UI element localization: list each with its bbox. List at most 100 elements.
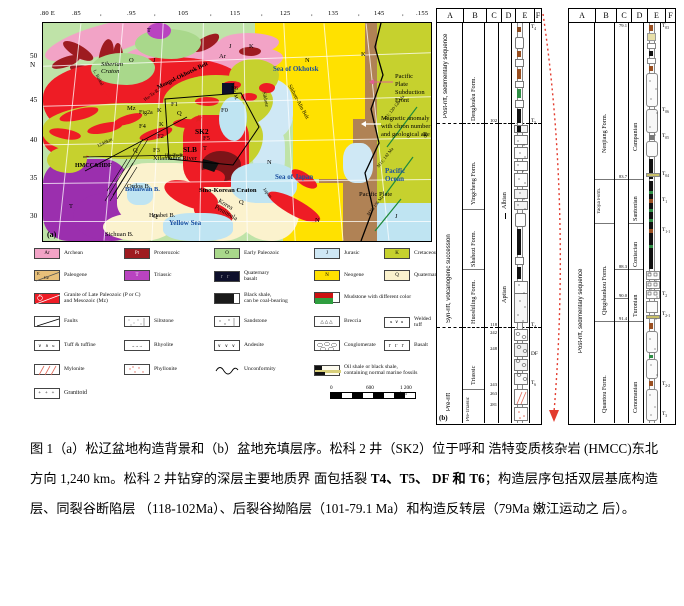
lith-bed-mylonite <box>514 389 528 405</box>
legend-item-quaternary[interactable]: Q Quaternary <box>384 270 439 281</box>
strat-mid-b-denglouku: Denglouku Form. <box>469 77 477 121</box>
legend-item-welded-tuff[interactable]: u ∨ u Welded tuff <box>384 316 434 329</box>
lith-bed <box>649 323 653 329</box>
map-jurassic-blue-3 <box>343 143 373 183</box>
map-unit-k: K <box>249 43 254 50</box>
legend-label: Oil shale or black shale, containing nor… <box>344 364 418 377</box>
figure-1: .80 E .85 , .95 , 105 , 115 , 125 , 135 … <box>30 8 676 425</box>
legend-label: Basalt <box>414 342 428 349</box>
legend-item-neogene[interactable]: N Neogene <box>314 270 364 281</box>
strat-mid-col-c: 102 118 242 248 243 263 281 <box>485 23 499 423</box>
legend-item-basalt[interactable]: Γ Γ Γ Basalt <box>384 340 428 351</box>
legend-item-proterozoic[interactable]: Pt Proterozoic <box>124 248 180 259</box>
lith-bed <box>515 81 524 88</box>
strat-mid-header-c: C <box>487 9 502 22</box>
legend-item-oil-shale[interactable]: Oil shale or black shale, containing nor… <box>314 364 417 377</box>
legend-item-breccia[interactable]: △△△ Breccia <box>314 316 361 327</box>
legend-swatch-early-paleozoic: O <box>214 248 240 259</box>
strat-mid-a-synrift: Syn-rift, volcanogenic succession <box>445 234 452 323</box>
legend-item-siltstone[interactable]: Siltstone <box>124 316 174 327</box>
legend-item-phyllonite[interactable]: Phyllonite <box>124 364 177 375</box>
legend-item-triassic[interactable]: T Triassic <box>124 270 172 281</box>
lith-bed <box>515 37 524 49</box>
legend-label: Paleogene <box>64 272 87 279</box>
lith-bed <box>649 219 653 222</box>
map-label-slb: SLB <box>183 145 197 154</box>
legend-swatch-granitoid: + + + <box>34 388 60 399</box>
legend-item-unconformity[interactable]: Unconformity <box>214 364 276 375</box>
strat-mid-header-b: B <box>464 9 487 22</box>
strat-right-tmark: T06 <box>662 107 669 115</box>
legend-item-mudstone[interactable]: Mudstone with different color <box>314 292 411 304</box>
strat-mid-b-pre-triassic: Pre-Triassic <box>465 397 471 421</box>
strat-mid-b-shahezi: Shahezi Form. <box>469 230 477 267</box>
legend-label: Siltstone <box>154 318 174 325</box>
map-panel-a: .80 E .85 , .95 , 105 , 115 , 125 , 135 … <box>30 8 432 242</box>
map-unit-k4: K <box>361 51 366 58</box>
strat-right-b-yaojia: Yaojia Form. <box>596 187 602 215</box>
legend-label: Faults <box>64 318 78 325</box>
map-bohaiwan <box>127 183 153 205</box>
strat-right-tmark: T2-1 <box>662 311 671 319</box>
legend-item-jurasic[interactable]: J Jurasic <box>314 248 360 259</box>
legend-item-conglomerate[interactable]: Conglomerate <box>314 340 376 352</box>
legend-item-rhyolite[interactable]: →→→ Rhyolite <box>124 340 173 351</box>
legend-label: Rhyolite <box>154 342 174 349</box>
legend: Ar Archean Pt Proterozoic O Early Paleoz… <box>34 248 439 423</box>
legend-swatch-neogene: N <box>314 270 340 281</box>
legend-item-cretaceous[interactable]: K Cretaceous <box>384 248 439 259</box>
legend-item-andesite[interactable]: ∨ ∨ ∨ Andesite <box>214 340 264 351</box>
legend-label: Early Paleozoic <box>244 250 280 257</box>
legend-swatch-andesite: ∨ ∨ ∨ <box>214 340 240 351</box>
strat-right-age: 83.7 <box>618 174 627 179</box>
legend-row: Mylonite Phyllonite Unconformity Oil s <box>34 364 434 386</box>
legend-item-mylonite[interactable]: Mylonite <box>34 364 85 376</box>
map-lon-label: , <box>100 10 102 17</box>
legend-swatch-phyllonite <box>124 364 150 375</box>
strat-right-col-d: Campanian Santonian Coniacian Turonian C… <box>629 23 644 423</box>
map-lon-label: , <box>261 10 263 17</box>
map-label-sea-of-okhotsk: Sea of Okhotsk <box>273 65 319 73</box>
strat-column-middle[interactable]: A B C D E F Post-rift, sedimentary seque… <box>436 8 542 425</box>
legend-item-faults[interactable]: Faults <box>34 316 78 327</box>
strat-right-body: Post-rift, sedimentary sequence Nenjiang… <box>569 23 675 423</box>
map-lat-label: 35 <box>30 174 38 182</box>
map-unit-t2: T <box>69 203 73 210</box>
lith-bed <box>646 290 660 299</box>
map-label-hu-ta-r: Hu-Ta-R. <box>165 154 184 159</box>
legend-item-early-paleozoic[interactable]: O Early Paleozoic <box>214 248 279 259</box>
map-unit-r: R <box>423 131 428 138</box>
legend-item-black-shale[interactable]: Black shale, can be coal-bearing <box>214 292 288 305</box>
strat-right-d-santonian: Santonian <box>632 196 639 221</box>
map-unit-q2: Q <box>153 213 158 220</box>
lith-bed <box>514 343 528 357</box>
map-lon-label: , <box>154 10 156 17</box>
strat-mid-panel-label: (b) <box>439 414 448 422</box>
strat-column-right[interactable]: A B C D E F Post-rift, sedimentary seque… <box>568 8 676 425</box>
map-kamchatka <box>373 23 431 153</box>
lith-bed <box>646 109 658 133</box>
strat-right-age: 79.1 <box>618 23 627 28</box>
legend-item-granitoid[interactable]: + + + Granitoid <box>34 388 87 399</box>
lith-bed <box>515 257 524 265</box>
legend-item-sandstone[interactable]: Sandstone <box>214 316 267 327</box>
legend-label: Andesite <box>244 342 264 349</box>
caption-line-1: 图 1（a）松辽盆地构造背景和（b）盆地充填层序。松科 2 井（SK2）位于呼和 <box>30 441 485 456</box>
map-unit-t3: T <box>203 145 207 152</box>
strat-mid-header: A B C D E F <box>437 9 541 23</box>
map-label-yellow-sea: Yellow Sea <box>169 219 202 227</box>
legend-row: + + + Granitoid 0 600 1 200 km <box>34 385 434 410</box>
legend-item-granite[interactable]: C Granite of Late Paleozoic (P or C) and… <box>34 292 141 305</box>
legend-item-tuff[interactable]: ∨ ∧ u Tuff & tuffine <box>34 340 96 351</box>
map-granite-blob <box>259 83 275 93</box>
legend-swatch-sandstone <box>214 316 240 327</box>
map-canvas[interactable]: ★ Siberian Craton L. Baikal Mongol-Okhots… <box>42 22 432 242</box>
strat-mid-a-prerift: Pre-rift <box>445 393 452 411</box>
map-lon-label: .85 <box>72 10 81 17</box>
strat-right-col-f: T03 T06 T05 T04 T1 T1-1 T2 T2-1 T2-2 T3 <box>661 23 675 423</box>
legend-item-paleogene[interactable]: E Cz Paleogene <box>34 270 87 282</box>
legend-item-quaternary-basalt[interactable]: ΓΓ Quaternary basalt <box>214 270 269 283</box>
strat-right-d-turonian: Turonian <box>632 294 639 317</box>
legend-item-archean[interactable]: Ar Archean <box>34 248 83 259</box>
lith-bed <box>514 125 528 133</box>
